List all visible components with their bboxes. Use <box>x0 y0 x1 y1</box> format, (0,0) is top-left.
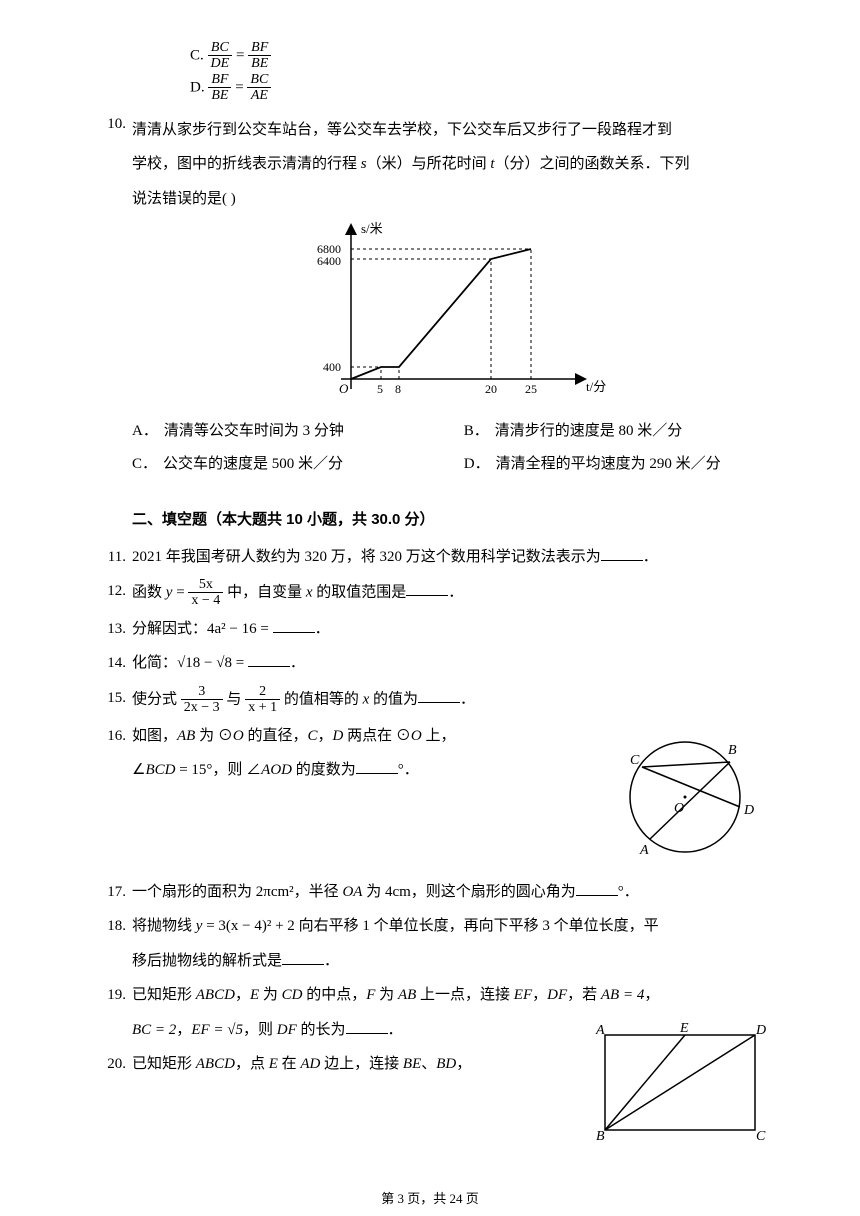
svg-text:6400: 6400 <box>317 254 341 268</box>
blank <box>576 880 618 896</box>
q20-figure: A E D B C <box>590 1020 770 1140</box>
option-c-label: C. <box>190 47 204 63</box>
svg-text:5: 5 <box>377 382 383 396</box>
q10-line2: 学校，图中的折线表示清清的行程 s（米）与所花时间 t（分）之间的函数关系．下列 <box>132 150 770 179</box>
blank <box>418 687 460 703</box>
option-c-rhs: BF BE <box>248 40 271 72</box>
svg-text:A: A <box>595 1023 605 1038</box>
question-18: 18. 将抛物线 y = 3(x − 4)² + 2 向右平移 1 个单位长度，… <box>90 912 770 975</box>
q10-line3: 说法错误的是( ) <box>132 185 770 214</box>
question-17: 17. 一个扇形的面积为 2πcm²，半径 OA 为 4cm，则这个扇形的圆心角… <box>90 878 770 907</box>
blank <box>346 1018 388 1034</box>
question-20: 20. A E D B C 已知矩形 ABCD，点 E 在 AD 边上，连接 B… <box>90 1050 770 1140</box>
blank <box>273 617 315 633</box>
blank <box>282 949 324 965</box>
svg-text:D: D <box>755 1023 766 1038</box>
svg-text:t/分: t/分 <box>586 379 606 394</box>
svg-text:O: O <box>674 801 684 816</box>
q10-options-2: C．公交车的速度是 500 米／分 D．清清全程的平均速度为 290 米／分 <box>132 450 770 479</box>
blank <box>356 758 398 774</box>
svg-text:20: 20 <box>485 382 497 396</box>
option-d-lhs: BF BE <box>208 72 231 104</box>
option-d-row: D. BF BE = BC AE <box>90 72 770 104</box>
question-10: 10. 清清从家步行到公交车站台，等公交车去学校，下公交车后又步行了一段路程才到… <box>90 110 770 479</box>
svg-text:C: C <box>630 753 640 768</box>
question-14: 14. 化简：√18 − √8 = ． <box>90 649 770 678</box>
eq: = <box>236 47 244 63</box>
q16-figure: B C D A O <box>600 722 770 872</box>
q10-line1: 清清从家步行到公交车站台，等公交车去学校，下公交车后又步行了一段路程才到 <box>132 116 770 145</box>
option-d-label: D. <box>190 79 205 95</box>
q10-body: 清清从家步行到公交车站台，等公交车去学校，下公交车后又步行了一段路程才到 学校，… <box>132 110 770 479</box>
question-15: 15. 使分式 32x − 3 与 2x + 1 的值相等的 x 的值为． <box>90 684 770 716</box>
page-footer: 第 3 页，共 24 页 <box>0 1187 860 1212</box>
blank <box>406 580 448 596</box>
q10-options-1: A．清清等公交车时间为 3 分钟 B．清清步行的速度是 80 米／分 <box>132 417 770 446</box>
q10-number: 10. <box>90 110 132 139</box>
page: C. BC DE = BF BE D. BF BE = BC AE 10. 清清… <box>0 0 860 1216</box>
eq: = <box>235 79 243 95</box>
svg-text:O: O <box>339 381 349 396</box>
svg-text:400: 400 <box>323 360 341 374</box>
svg-text:s/米: s/米 <box>361 221 383 236</box>
option-c-row: C. BC DE = BF BE <box>90 40 770 72</box>
svg-text:C: C <box>756 1129 766 1140</box>
question-13: 13. 分解因式：4a² − 16 = ． <box>90 615 770 644</box>
svg-text:E: E <box>679 1021 689 1036</box>
blank <box>248 651 290 667</box>
svg-text:B: B <box>728 743 737 758</box>
q10-chart: s/米 t/分 6800 6400 400 5 8 20 25 O <box>291 219 611 409</box>
question-12: 12. 函数 y = 5xx − 4 中，自变量 x 的取值范围是． <box>90 577 770 609</box>
svg-text:8: 8 <box>395 382 401 396</box>
svg-text:B: B <box>596 1129 605 1140</box>
question-11: 11. 2021 年我国考研人数约为 320 万，将 320 万这个数用科学记数… <box>90 543 770 572</box>
svg-text:25: 25 <box>525 382 537 396</box>
svg-text:A: A <box>639 843 649 858</box>
section-2-heading: 二、填空题（本大题共 10 小题，共 30.0 分） <box>90 506 770 535</box>
blank <box>601 545 643 561</box>
svg-text:D: D <box>743 803 754 818</box>
option-d-rhs: BC AE <box>247 72 271 104</box>
option-c-lhs: BC DE <box>208 40 233 72</box>
question-16: 16. B C D A O 如图，AB 为 ⊙O 的直径，C，D 两点在 ⊙O … <box>90 722 770 872</box>
